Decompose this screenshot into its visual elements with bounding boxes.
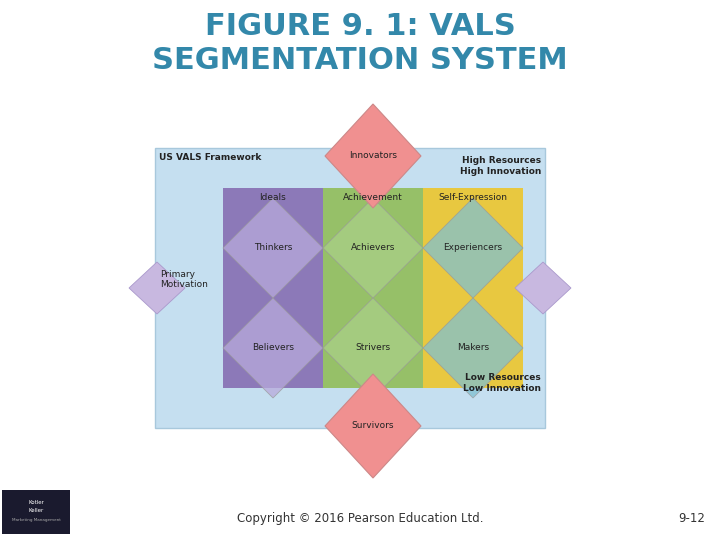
- Polygon shape: [325, 374, 421, 478]
- Polygon shape: [323, 198, 423, 298]
- Text: Innovators: Innovators: [349, 152, 397, 160]
- Text: Keller: Keller: [28, 508, 44, 513]
- Polygon shape: [223, 198, 323, 298]
- Text: Low Resources
Low Innovation: Low Resources Low Innovation: [463, 373, 541, 393]
- Text: US VALS Framework: US VALS Framework: [159, 153, 261, 162]
- Bar: [223, 188, 323, 388]
- Text: Self-Expression: Self-Expression: [438, 193, 508, 202]
- Text: Strivers: Strivers: [356, 343, 390, 353]
- Text: Thinkers: Thinkers: [254, 244, 292, 253]
- Polygon shape: [223, 298, 323, 398]
- Text: Copyright © 2016 Pearson Education Ltd.: Copyright © 2016 Pearson Education Ltd.: [237, 512, 483, 525]
- Text: Believers: Believers: [252, 343, 294, 353]
- Text: Achievement: Achievement: [343, 193, 403, 202]
- Text: Kotler: Kotler: [28, 500, 44, 505]
- Text: Makers: Makers: [457, 343, 489, 353]
- Polygon shape: [423, 298, 523, 398]
- Text: High Resources
High Innovation: High Resources High Innovation: [459, 156, 541, 176]
- Text: Achievers: Achievers: [351, 244, 395, 253]
- Polygon shape: [423, 198, 523, 298]
- Bar: [323, 188, 423, 388]
- Bar: [2, 490, 70, 534]
- Text: Primary
Motivation: Primary Motivation: [160, 270, 208, 289]
- Text: Experiencers: Experiencers: [444, 244, 503, 253]
- Polygon shape: [325, 104, 421, 208]
- Polygon shape: [129, 262, 185, 314]
- Text: FIGURE 9. 1: VALS: FIGURE 9. 1: VALS: [204, 12, 516, 41]
- Text: 9-12: 9-12: [678, 512, 705, 525]
- Text: SEGMENTATION SYSTEM: SEGMENTATION SYSTEM: [152, 46, 568, 75]
- Polygon shape: [323, 298, 423, 398]
- Bar: [155, 148, 545, 428]
- Polygon shape: [515, 262, 571, 314]
- Bar: [423, 188, 523, 388]
- Text: Survivors: Survivors: [352, 422, 395, 430]
- Text: Marketing Management: Marketing Management: [12, 518, 60, 522]
- Text: Ideals: Ideals: [260, 193, 287, 202]
